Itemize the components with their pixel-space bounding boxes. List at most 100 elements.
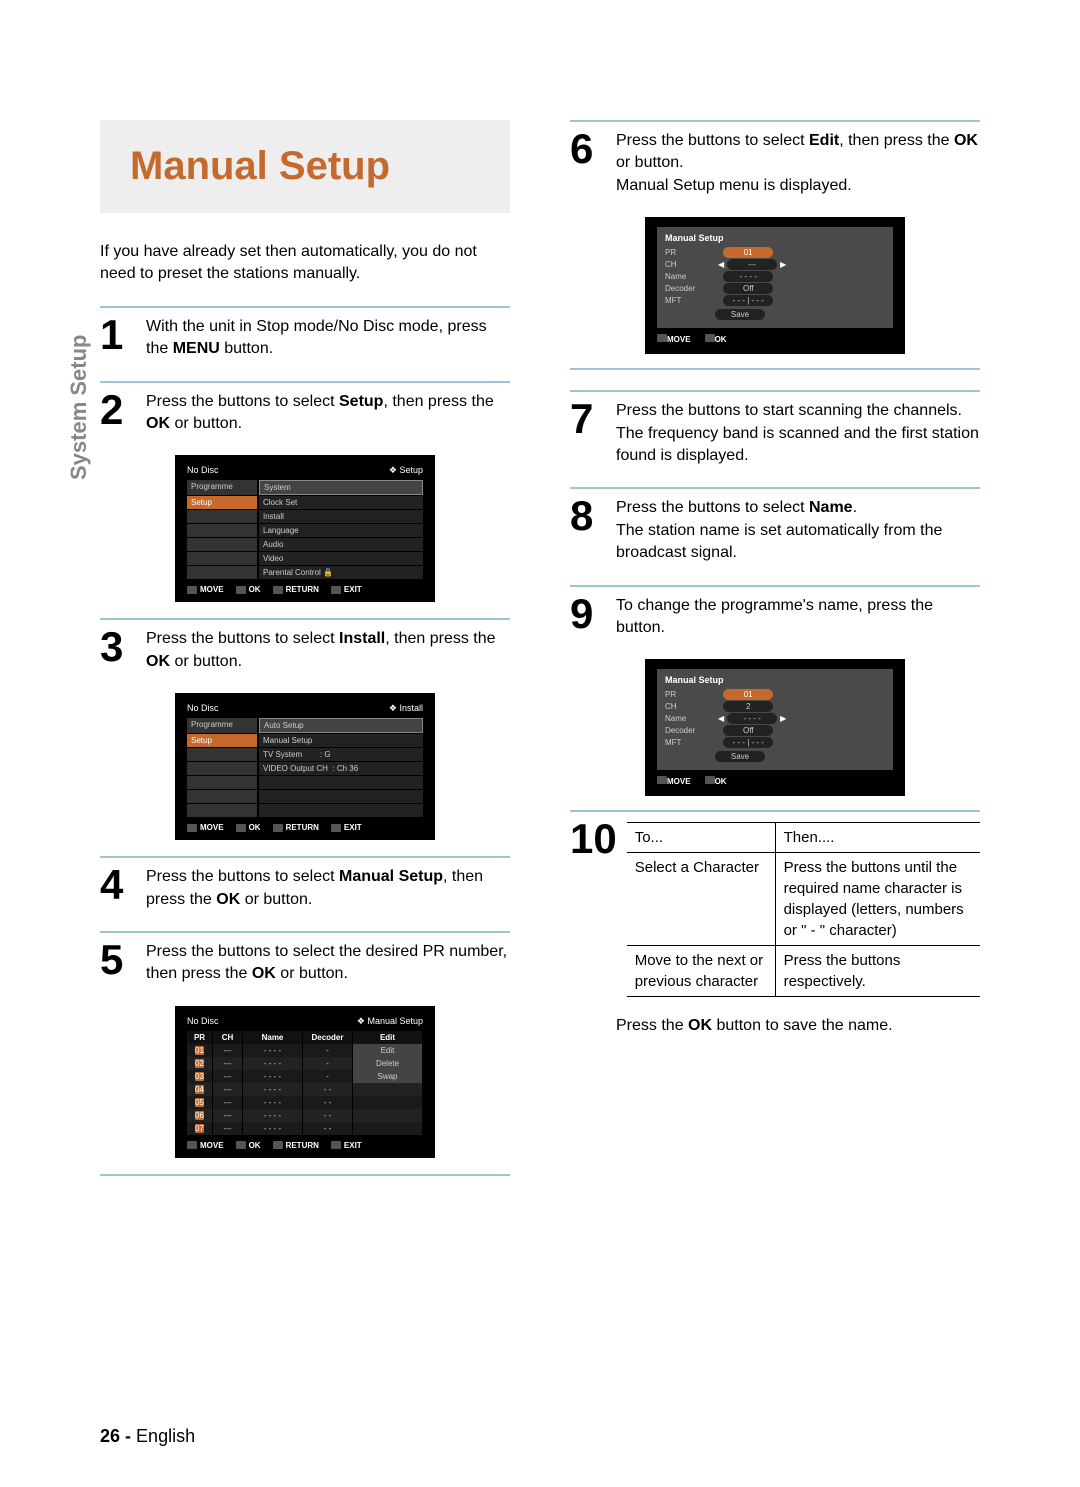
step-text: or button. [616, 154, 684, 171]
osd-ms-row: MFT - - - | - - - [665, 295, 885, 306]
step-bold: Manual Setup [339, 868, 443, 885]
step-number: 9 [570, 595, 606, 640]
osd-save: Save [715, 309, 765, 320]
osd-key: MOVE [667, 335, 691, 344]
osd-manual-setup-panel2: Manual Setup PR 01CH 2Name◀- - - -▶Decod… [645, 659, 905, 796]
step-number: 3 [100, 628, 136, 673]
osd-item: Setup [187, 496, 257, 509]
osd-key: EXIT [344, 585, 362, 594]
step-text: The station name is set automatically fr… [616, 522, 942, 561]
osd-table-row: 06---- - - -- - [187, 1109, 423, 1122]
step-text: , then press the [385, 630, 495, 647]
step-text: Press the buttons to select [146, 630, 339, 647]
osd-th: Edit [353, 1031, 423, 1044]
step-bold: Setup [339, 393, 383, 410]
ok-icon [236, 824, 246, 832]
osd-item: Install [259, 510, 423, 523]
osd-item: Auto Setup [259, 718, 423, 733]
step-10: 10 To... Then.... Select a Character Pre… [570, 810, 980, 997]
osd-table-row: 03---- - - --Swap [187, 1070, 423, 1083]
step-text: or button. [240, 891, 312, 908]
osd-item: VIDEO Output CH : Ch 36 [259, 762, 423, 775]
osd-ms-row: PR 01 [665, 247, 885, 258]
table-cell: Select a Character [627, 853, 775, 946]
move-icon [187, 586, 197, 594]
step-text: Press the buttons to start scanning the … [616, 402, 979, 464]
osd-table-row: 04---- - - -- - [187, 1083, 423, 1096]
step-bold: Name [809, 499, 853, 516]
osd-item: Audio [259, 538, 423, 551]
step-number: 6 [570, 130, 606, 197]
osd-ms-row: CH 2 [665, 701, 885, 712]
osd-key: EXIT [344, 823, 362, 832]
osd-key: RETURN [286, 585, 319, 594]
step-7: 7 Press the buttons to start scanning th… [570, 390, 980, 467]
step-bold: OK [252, 965, 276, 982]
move-icon [657, 776, 667, 784]
osd-save: Save [715, 751, 765, 762]
osd-item: Parental Control 🔒 [259, 566, 423, 579]
step-bold: OK [146, 653, 170, 670]
step-number: 2 [100, 391, 136, 436]
step-number: 1 [100, 316, 136, 361]
step-bold: OK [216, 891, 240, 908]
table-header: To... [627, 823, 775, 853]
exit-icon [331, 1141, 341, 1149]
osd-context: No Disc [187, 703, 219, 714]
step-1: 1 With the unit in Stop mode/No Disc mod… [100, 306, 510, 361]
osd-key: OK [249, 1141, 261, 1150]
osd-manual-setup-table: No Disc ❖ Manual Setup PR CH Name Decode… [175, 1006, 435, 1158]
step10-table: To... Then.... Select a Character Press … [627, 822, 980, 997]
osd-key: OK [715, 335, 727, 344]
osd-context: Manual Setup [367, 1016, 423, 1026]
step-bold: OK [954, 132, 978, 149]
osd-key: RETURN [286, 823, 319, 832]
osd-setup-menu: No Disc ❖ Setup ProgrammeSystem SetupClo… [175, 455, 435, 602]
exit-icon [331, 586, 341, 594]
step-4: 4 Press the buttons to select Manual Set… [100, 856, 510, 911]
step-text: or button. [276, 965, 348, 982]
return-icon [273, 1141, 283, 1149]
osd-item: Clock Set [259, 496, 423, 509]
step-text: button. [220, 340, 273, 357]
step-text: or button. [170, 653, 242, 670]
step-text: Manual Setup menu is displayed. [616, 177, 852, 194]
step-number: 5 [100, 941, 136, 986]
table-cell: Press the buttons respectively. [775, 946, 980, 997]
step-bold: Install [339, 630, 385, 647]
osd-ms-row: Decoder Off [665, 283, 885, 294]
step-text: Press the buttons to select [146, 393, 339, 410]
return-icon [273, 586, 283, 594]
osd-ms-row: Name - - - - [665, 271, 885, 282]
ok-icon [236, 586, 246, 594]
move-icon [187, 824, 197, 832]
osd-table-row: 02---- - - --Delete [187, 1057, 423, 1070]
osd-manual-setup-panel1: Manual Setup PR 01CH◀---▶Name - - - -Dec… [645, 217, 905, 354]
step-bold: Edit [809, 132, 839, 149]
final-instruction: Press the OK button to save the name. [616, 1017, 980, 1035]
osd-key: OK [715, 777, 727, 786]
osd-context: Setup [399, 465, 423, 475]
osd-ms-row: Decoder Off [665, 725, 885, 736]
step-bold: OK [146, 415, 170, 432]
osd-context: No Disc [187, 465, 219, 476]
step-text: Press the buttons to select [616, 132, 809, 149]
step-8: 8 Press the buttons to select Name. The … [570, 487, 980, 564]
osd-th: PR [187, 1031, 213, 1044]
osd-context: No Disc [187, 1016, 219, 1027]
step-text: , then press the [383, 393, 493, 410]
osd-item: Programme [187, 718, 257, 733]
osd-table-row: 05---- - - -- - [187, 1096, 423, 1109]
return-icon [273, 824, 283, 832]
osd-ms-row: CH◀---▶ [665, 259, 885, 270]
osd-context: Install [399, 703, 423, 713]
osd-th: Name [243, 1031, 303, 1044]
osd-item: Programme [187, 480, 257, 495]
step-3: 3 Press the buttons to select Install, t… [100, 618, 510, 673]
osd-title: Manual Setup [665, 233, 885, 243]
table-cell: Move to the next or previous character [627, 946, 775, 997]
osd-ms-row: PR 01 [665, 689, 885, 700]
step-5: 5 Press the buttons to select the desire… [100, 931, 510, 986]
step-text: To change the programme's name, press th… [616, 597, 933, 636]
table-header: Then.... [775, 823, 980, 853]
